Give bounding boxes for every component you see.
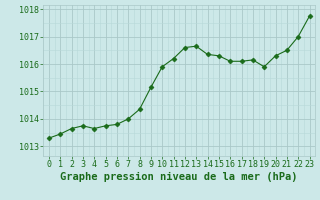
X-axis label: Graphe pression niveau de la mer (hPa): Graphe pression niveau de la mer (hPa) [60,172,298,182]
